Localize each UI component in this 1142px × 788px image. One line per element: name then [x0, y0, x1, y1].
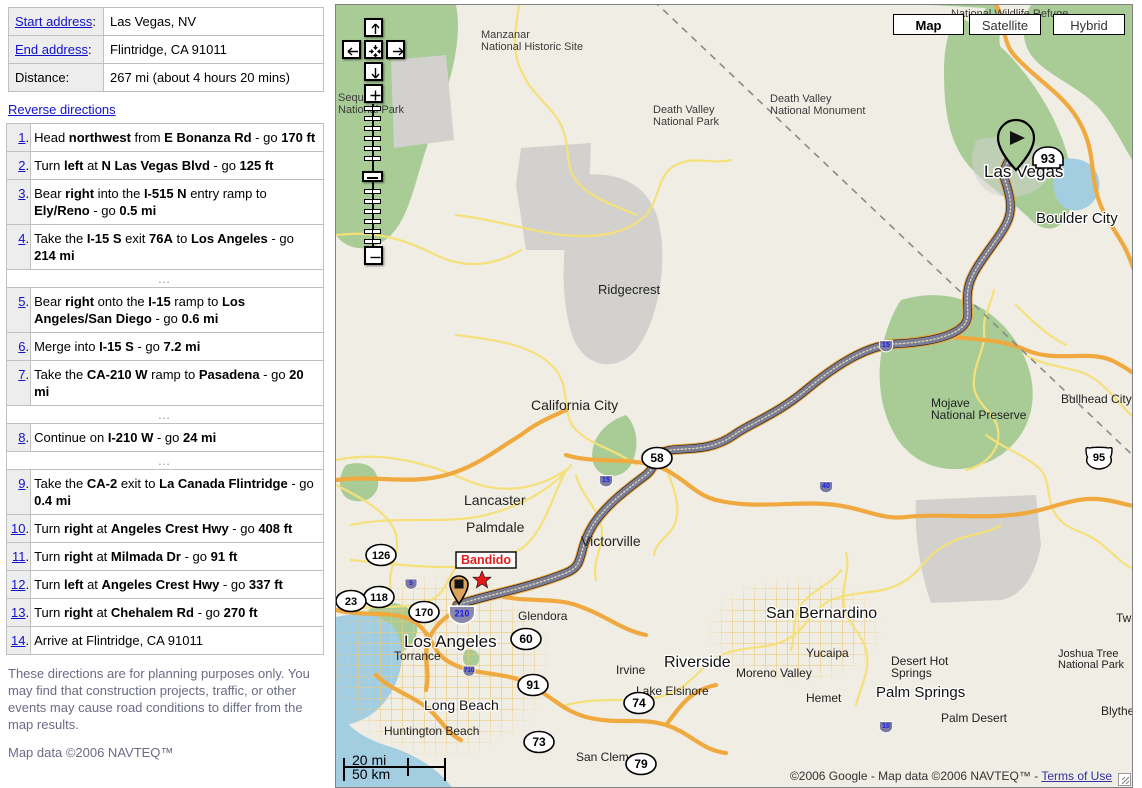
svg-text:Boulder City: Boulder City — [1036, 210, 1118, 227]
svg-text:15: 15 — [882, 341, 890, 349]
svg-text:60: 60 — [519, 632, 533, 646]
svg-text:58: 58 — [650, 451, 664, 465]
svg-text:74: 74 — [632, 696, 646, 710]
svg-text:Torrance: Torrance — [394, 649, 441, 663]
svg-text:Victorville: Victorville — [581, 533, 641, 549]
svg-text:118: 118 — [370, 592, 388, 604]
svg-text:Twentynine Palms: Twentynine Palms — [1116, 611, 1133, 625]
svg-text:San Bernardino: San Bernardino — [766, 605, 877, 622]
svg-text:Death Valley: Death Valley — [770, 93, 832, 105]
svg-text:40: 40 — [822, 482, 830, 490]
svg-text:Death Valley: Death Valley — [653, 104, 715, 116]
svg-text:Riverside: Riverside — [664, 654, 731, 671]
svg-text:91: 91 — [526, 678, 540, 692]
svg-text:Long Beach: Long Beach — [424, 697, 499, 713]
svg-text:Ridgecrest: Ridgecrest — [598, 282, 661, 297]
svg-text:93: 93 — [1041, 151, 1055, 166]
svg-text:95: 95 — [1093, 452, 1105, 464]
svg-text:5: 5 — [409, 580, 413, 587]
svg-text:Palmdale: Palmdale — [466, 519, 525, 535]
svg-text:710: 710 — [464, 667, 475, 674]
svg-text:Moreno Valley: Moreno Valley — [736, 666, 812, 680]
svg-text:National Historic Site: National Historic Site — [481, 41, 583, 53]
svg-text:Springs: Springs — [891, 666, 932, 680]
svg-text:210: 210 — [455, 609, 470, 619]
svg-text:Manzanar: Manzanar — [481, 29, 530, 41]
svg-text:Glendora: Glendora — [518, 609, 568, 623]
svg-text:Hemet: Hemet — [806, 691, 842, 705]
svg-text:Blythe: Blythe — [1101, 704, 1133, 718]
svg-text:Yucaipa: Yucaipa — [806, 646, 849, 660]
svg-text:Irvine: Irvine — [616, 663, 646, 677]
svg-text:National Preserve: National Preserve — [931, 408, 1027, 422]
svg-text:Palm Springs: Palm Springs — [876, 684, 965, 701]
svg-text:10: 10 — [882, 722, 890, 730]
svg-text:National Park: National Park — [653, 116, 720, 128]
svg-text:National Monument: National Monument — [770, 105, 865, 117]
svg-text:50 km: 50 km — [352, 766, 390, 782]
svg-text:15: 15 — [602, 476, 610, 484]
svg-text:California City: California City — [531, 397, 618, 413]
svg-text:79: 79 — [634, 757, 648, 771]
svg-text:Bullhead City: Bullhead City — [1061, 392, 1132, 406]
svg-text:23: 23 — [345, 596, 357, 608]
svg-text:73: 73 — [532, 735, 546, 749]
svg-text:126: 126 — [372, 550, 390, 562]
svg-text:170: 170 — [415, 607, 433, 619]
svg-text:Lancaster: Lancaster — [464, 492, 526, 508]
svg-text:Huntington Beach: Huntington Beach — [384, 724, 479, 738]
svg-text:Palm Desert: Palm Desert — [941, 711, 1008, 725]
svg-text:National Park: National Park — [1058, 659, 1125, 671]
svg-text:Bandido: Bandido — [461, 553, 511, 567]
